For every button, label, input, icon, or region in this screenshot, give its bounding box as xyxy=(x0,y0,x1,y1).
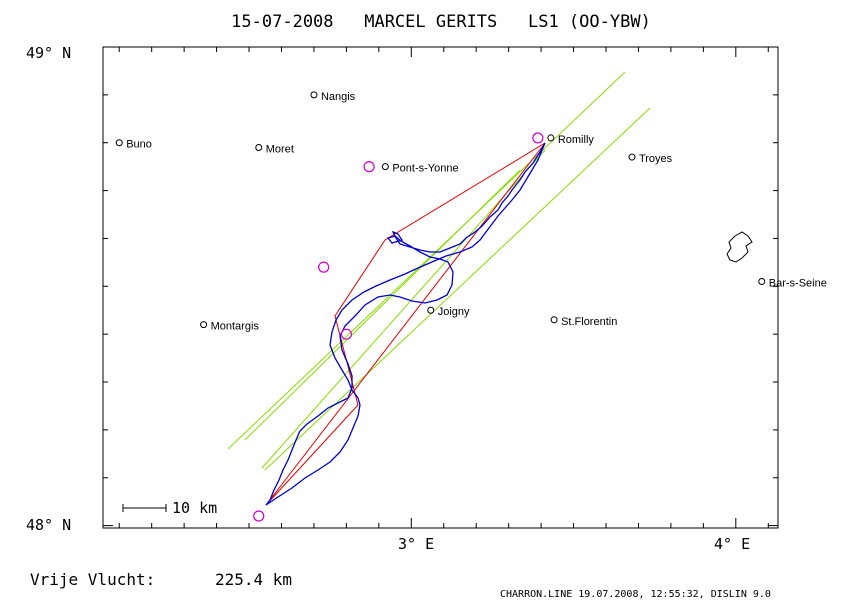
flight-track xyxy=(265,142,546,506)
lon-label-4e: 4° E xyxy=(714,535,750,553)
scale-bar xyxy=(122,504,167,512)
track-path xyxy=(265,142,546,506)
town-label: Moret xyxy=(266,144,294,156)
town-marker xyxy=(758,278,766,286)
axis-ticks xyxy=(103,46,778,528)
footer-text: CHARRON.LINE 19.07.2008, 12:55:32, DISLI… xyxy=(500,589,771,600)
town-marker xyxy=(115,139,123,147)
town-marker xyxy=(200,321,208,329)
plot-frame xyxy=(102,46,779,529)
town-label: Montargis xyxy=(211,321,260,333)
town-label: Nangis xyxy=(321,91,356,103)
scale-bar-label: 10 km xyxy=(172,499,217,517)
lake-outline xyxy=(726,231,753,263)
town-marker xyxy=(427,306,435,314)
turnpoint-marker xyxy=(363,161,375,173)
turnpoint-marker xyxy=(253,510,265,522)
sector-line xyxy=(227,71,626,450)
town-label: St.Florentin xyxy=(561,316,617,328)
sector-line xyxy=(261,149,546,469)
town-label: Joigny xyxy=(438,306,470,318)
turnpoints-layer xyxy=(253,132,544,522)
lat-label-49n: 49° N xyxy=(26,44,71,62)
town-label: Romilly xyxy=(558,134,595,146)
town-marker xyxy=(381,163,389,171)
sector-lines xyxy=(227,71,651,471)
town-marker xyxy=(628,153,636,161)
lat-label-48n: 48° N xyxy=(26,516,71,534)
lon-label-3e: 3° E xyxy=(398,535,434,553)
towns-layer: Nangis Romilly Buno Moret Troyes Pont-s-Yonne… xyxy=(115,91,827,333)
map-title: 15-07-2008 MARCEL GERITS LS1 (OO-YBW) xyxy=(231,12,651,32)
turnpoint-marker xyxy=(532,132,544,144)
town-label: Troyes xyxy=(639,153,673,165)
distance-value: 225.4 km xyxy=(215,570,292,589)
town-marker xyxy=(547,134,555,142)
town-label: Pont-s-Yonne xyxy=(392,163,458,175)
town-label: Buno xyxy=(126,139,152,151)
town-marker xyxy=(255,144,263,152)
sector-line xyxy=(244,169,521,441)
sector-line xyxy=(264,107,651,471)
town-marker xyxy=(550,316,558,324)
distance-label: Vrije Vlucht: xyxy=(30,570,155,589)
turnpoint-marker xyxy=(318,261,330,273)
town-label: Bar-s-Seine xyxy=(769,278,827,290)
turnpoint-marker xyxy=(340,328,352,340)
town-marker xyxy=(310,91,318,99)
